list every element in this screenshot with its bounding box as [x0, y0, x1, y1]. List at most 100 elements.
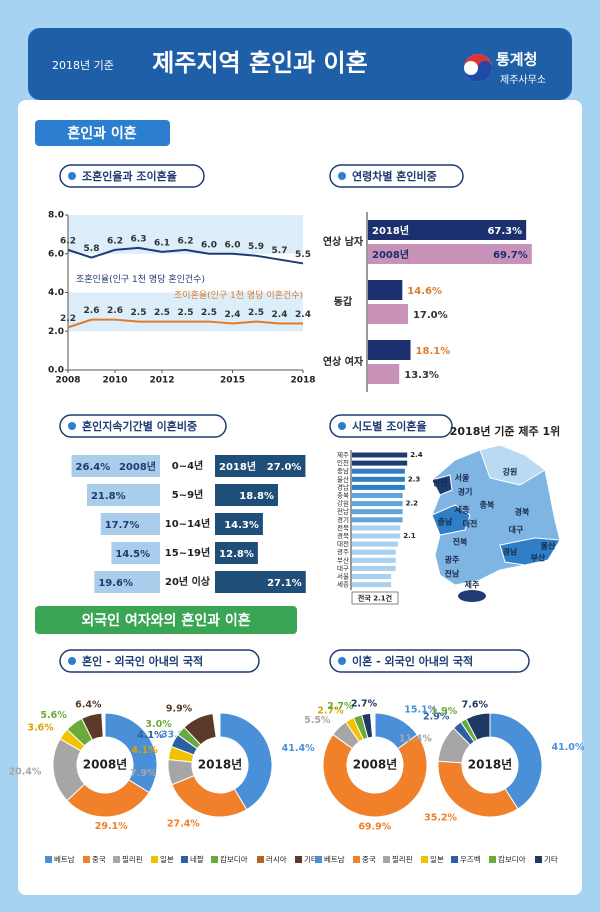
bar — [352, 484, 405, 490]
y-tick-label: 8.0 — [48, 211, 64, 221]
data-label: 7.6% — [462, 699, 489, 710]
panel-title-box — [329, 649, 530, 673]
slice — [489, 712, 543, 810]
category-label: 광주 — [337, 548, 349, 556]
data-label: 11.4% — [399, 733, 432, 744]
legend-label: 중국 — [92, 855, 106, 864]
panel-title-box — [329, 164, 464, 188]
category-label: 부산 — [337, 555, 349, 564]
map-region — [479, 444, 546, 486]
map-label: 경북 — [515, 507, 530, 517]
panel-title: 시도별 조이혼율 — [352, 419, 427, 433]
legend-label: 일본 — [430, 855, 444, 864]
bar — [111, 542, 160, 564]
data-label: 41.4% — [282, 743, 315, 754]
bar — [71, 455, 160, 477]
section-title: 혼인과 이혼 — [67, 125, 136, 142]
bar — [352, 565, 396, 571]
donut-hole — [78, 738, 132, 792]
category-label: 0~4년 — [172, 459, 204, 472]
category-label: 연상 남자 — [323, 235, 364, 248]
category-label: 5~9년 — [172, 488, 204, 501]
donut-hole — [348, 738, 402, 792]
logo-blue — [464, 61, 492, 82]
data-label: 26.4% — [76, 462, 111, 473]
bar — [352, 509, 403, 515]
category-label: 강원 — [337, 499, 349, 508]
data-label: 2.4 — [410, 451, 423, 459]
data-label: 6.1 — [154, 238, 170, 248]
x-tick-label: 2015 — [220, 376, 245, 386]
bar — [352, 549, 396, 555]
donut-hole — [463, 738, 517, 792]
bar — [352, 525, 401, 531]
x-tick-label: 2008 — [55, 376, 80, 386]
data-label: 5.5 — [295, 250, 311, 260]
panel-title: 혼인지속기간별 이혼비중 — [82, 419, 197, 433]
jeju-island — [458, 590, 486, 602]
category-label: 제주 — [337, 451, 349, 459]
data-label: 69.7% — [493, 250, 528, 261]
slice — [437, 760, 519, 818]
data-label: 14.3% — [224, 520, 259, 531]
x-tick-label: 2018 — [290, 376, 315, 386]
legend-swatch — [83, 856, 90, 863]
data-label: 4.1% — [137, 730, 164, 741]
data-label: 21.8% — [91, 491, 126, 502]
y-tick-label: 0.0 — [48, 366, 64, 376]
bar — [352, 541, 398, 547]
legend-swatch — [211, 856, 218, 863]
panel-title-dot — [338, 172, 346, 180]
bar — [94, 571, 160, 593]
bar — [352, 557, 396, 563]
x-tick-label: 2010 — [102, 376, 127, 386]
data-label: 17.7% — [105, 520, 140, 531]
series-name: 2008년 — [353, 758, 397, 772]
category-label: 전남 — [337, 507, 349, 516]
data-label: 14.5% — [115, 549, 150, 560]
data-label: 2.9% — [423, 712, 450, 723]
bar — [352, 501, 403, 507]
legend-label: 일본 — [160, 855, 174, 864]
data-label: 20.4% — [8, 766, 41, 777]
legend-swatch — [383, 856, 390, 863]
slice — [183, 712, 217, 746]
category-label: 인천 — [337, 458, 349, 467]
legend-swatch — [489, 856, 496, 863]
category-label: 동갑 — [334, 296, 353, 308]
map-label: 경기 — [458, 487, 473, 497]
bar — [215, 513, 263, 535]
bar — [352, 468, 405, 474]
map-label: 충북 — [480, 500, 495, 510]
header-title: 제주지역 혼인과 이혼 — [152, 49, 367, 77]
note: 전국 2.1건 — [358, 594, 392, 603]
series-name: 2018년 — [198, 758, 242, 772]
map-label: 제주 — [465, 580, 480, 590]
subtitle: 2018년 기준 제주 1위 — [450, 424, 560, 438]
legend-swatch — [45, 856, 52, 863]
data-label: 2.5 — [248, 308, 264, 318]
legend-swatch — [451, 856, 458, 863]
data-label: 9.9% — [166, 704, 193, 715]
data-label: 5.5% — [304, 715, 331, 726]
data-label: 5.8 — [84, 244, 100, 254]
section-title: 외국인 여자와의 혼인과 이혼 — [81, 612, 250, 629]
map-label: 울산 — [541, 541, 556, 551]
map-label: 광주 — [445, 555, 460, 565]
data-label: 15.1% — [404, 704, 437, 715]
map-region — [431, 474, 453, 496]
data-label: 2.4 — [272, 310, 288, 320]
category-label: 충남 — [337, 466, 349, 475]
band — [68, 292, 303, 332]
y-tick-label: 2.0 — [48, 327, 64, 337]
data-label: 2.1 — [403, 532, 416, 540]
data-label: 14.6% — [407, 286, 442, 297]
data-label: 2.2 — [60, 314, 76, 324]
legend-swatch — [421, 856, 428, 863]
data-label: 2.6 — [84, 306, 100, 316]
bar — [352, 574, 392, 579]
bar — [368, 280, 403, 300]
bar — [352, 452, 408, 458]
series-name: 조혼인율(인구 1천 명당 혼인건수) — [76, 273, 205, 285]
data-label: 6.0 — [225, 240, 241, 250]
